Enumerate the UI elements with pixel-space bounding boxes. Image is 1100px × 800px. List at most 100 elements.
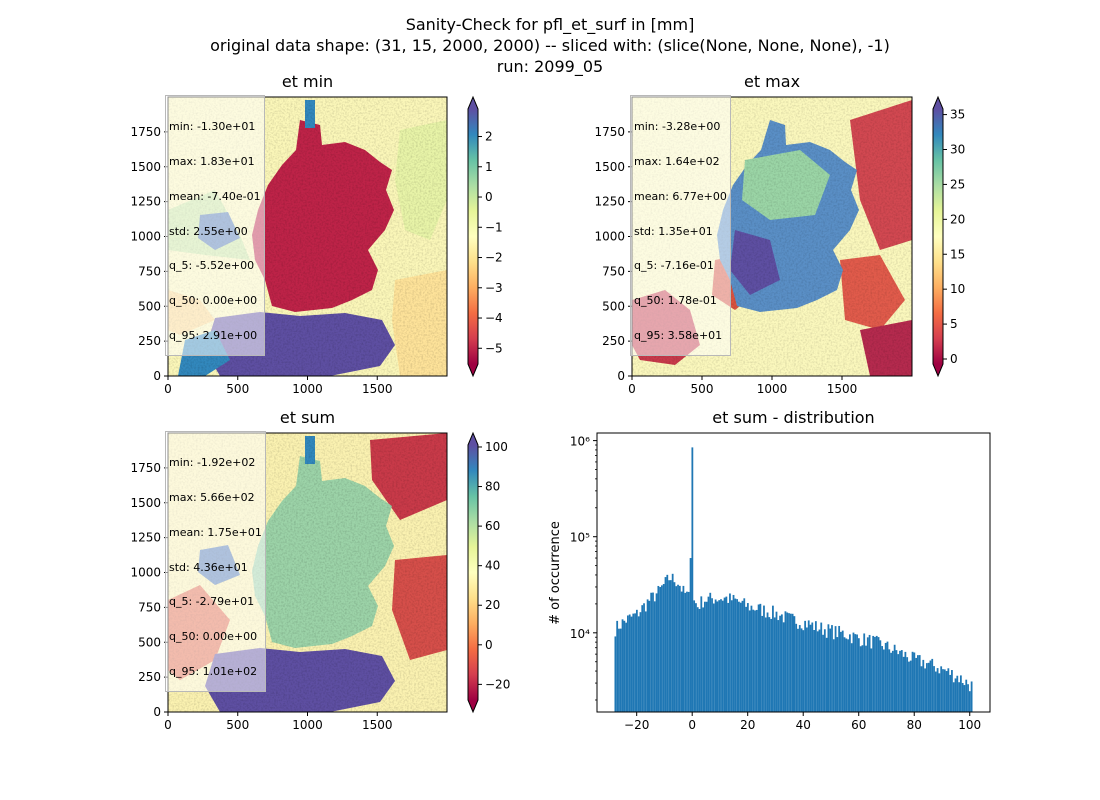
histogram-bar (643, 603, 645, 712)
histogram-bar (691, 447, 694, 712)
histogram-bar (707, 596, 710, 712)
x-tick-label: −20 (624, 718, 649, 732)
y-ticks: 10⁴ 10⁵ 10⁶ (570, 435, 597, 701)
histogram-bar (761, 615, 764, 712)
histogram-bar (745, 606, 747, 712)
stat-q95: q_95: 3.58e+01 (634, 328, 723, 342)
histogram-bar (680, 591, 683, 712)
x-tick-label: 500 (226, 382, 249, 396)
histogram-bar (968, 691, 971, 712)
histogram-bar (721, 600, 724, 712)
histogram-bar (852, 632, 855, 712)
histogram-bars (614, 447, 973, 712)
colorbar-body (468, 109, 478, 364)
axes-frame (596, 432, 991, 713)
histogram-bar (659, 587, 662, 712)
colorbar-extend-min (468, 364, 478, 376)
histogram-bar (662, 584, 665, 712)
histogram-bar (915, 657, 918, 712)
histogram-bar (668, 580, 670, 712)
y-axis-label: # of occurrence (548, 521, 563, 625)
histogram-bar (789, 613, 792, 712)
histogram-bar (823, 629, 826, 712)
colorbar-tick-label: 60 (485, 519, 500, 533)
histogram-bar (759, 603, 762, 712)
histogram-bar (634, 613, 636, 712)
histogram-bar (621, 619, 624, 712)
colorbar-tick-label: 40 (485, 559, 500, 573)
stat-mean: mean: 1.75e+01 (169, 525, 262, 539)
colorbar: 100 80 60 40 20 0 −20 (467, 431, 510, 714)
stat-std: std: 2.55e+00 (169, 224, 248, 238)
histogram-bar (625, 622, 628, 712)
histogram-bar (838, 625, 841, 712)
x-tick-label: 0 (688, 718, 696, 732)
histogram-bar (757, 604, 760, 712)
x-tick-label: 40 (796, 718, 811, 732)
y-tick-label: 1750 (130, 461, 161, 475)
histogram-bar (770, 618, 773, 712)
histogram-bar (879, 640, 882, 712)
colorbar-tick-label: 1 (485, 160, 493, 174)
histogram-bar (705, 601, 708, 712)
histogram-bar (857, 638, 860, 712)
y-tick-label: 1000 (130, 230, 161, 244)
histogram-bar (791, 613, 794, 712)
y-tick-label: 0 (153, 369, 161, 383)
histogram-bar (816, 631, 819, 712)
histogram-bar (963, 685, 966, 712)
panel-title-et-sum: et sum (279, 408, 336, 427)
stat-q50: q_50: 0.00e+00 (169, 630, 258, 644)
histogram-bar (881, 646, 884, 712)
colorbar-tick-label: 0 (485, 638, 493, 652)
histogram-bar (779, 615, 781, 712)
y-tick-label: 250 (602, 334, 625, 348)
colorbar-body (468, 445, 478, 700)
histogram-bar (954, 678, 957, 712)
histogram-bar (843, 637, 846, 712)
histogram-bar (746, 603, 749, 712)
histogram-bar (942, 669, 944, 712)
et-sum-distribution-panel: −20 0 20 40 60 80 100 10⁴ 10⁵ 10⁶ # of occurrenc… (548, 432, 991, 732)
histogram-bar (836, 637, 839, 712)
stats-box-et-max: min: -3.28e+00 max: 1.64e+02 mean: 6.77e… (630, 95, 731, 357)
histogram-bar (793, 616, 796, 712)
histogram-bar (648, 600, 651, 712)
histogram-bar (709, 592, 712, 712)
x-tick-label: 500 (226, 718, 249, 732)
y-ticks: 0 250 500 750 1000 1250 1500 1750 (594, 125, 632, 383)
histogram-bar (723, 597, 726, 712)
histogram-bar (650, 592, 653, 712)
stat-max: max: 1.64e+02 (634, 154, 720, 168)
histogram-bar (675, 586, 678, 712)
histogram-bar (782, 622, 785, 712)
x-tick-label: 100 (958, 718, 981, 732)
histogram-bar (895, 650, 898, 712)
colorbar-tick-label: −2 (485, 251, 503, 265)
histogram-bar (847, 639, 849, 712)
histogram-bar (686, 591, 688, 712)
histogram-bar (956, 675, 959, 712)
histogram-bar (902, 656, 905, 712)
x-ticks: 0 500 1000 1500 (628, 376, 857, 396)
histogram-bar (623, 620, 626, 712)
histogram-bar (772, 605, 774, 712)
histogram-bar (720, 599, 722, 712)
histogram-bar (743, 598, 746, 712)
histogram-bar (639, 612, 642, 712)
histogram-bar (970, 681, 973, 712)
histogram-bar (673, 582, 676, 712)
colorbar-extend-max (468, 433, 478, 445)
y-tick-label: 1750 (594, 125, 625, 139)
histogram-bar (777, 620, 780, 712)
y-tick-label: 1500 (594, 160, 625, 174)
histogram-bar (671, 573, 674, 712)
histogram-bar (695, 603, 697, 712)
histogram-bar (845, 638, 848, 712)
panel-title-et-max: et max (743, 72, 801, 91)
colorbar: 2 1 0 −1 −2 −3 −4 −5 (467, 95, 503, 378)
stat-q95: q_95: 2.91e+00 (169, 328, 258, 342)
y-tick-label: 750 (138, 600, 161, 614)
colorbar-body (933, 109, 943, 364)
y-ticks: 0 250 500 750 1000 1250 1500 1750 (130, 125, 168, 383)
